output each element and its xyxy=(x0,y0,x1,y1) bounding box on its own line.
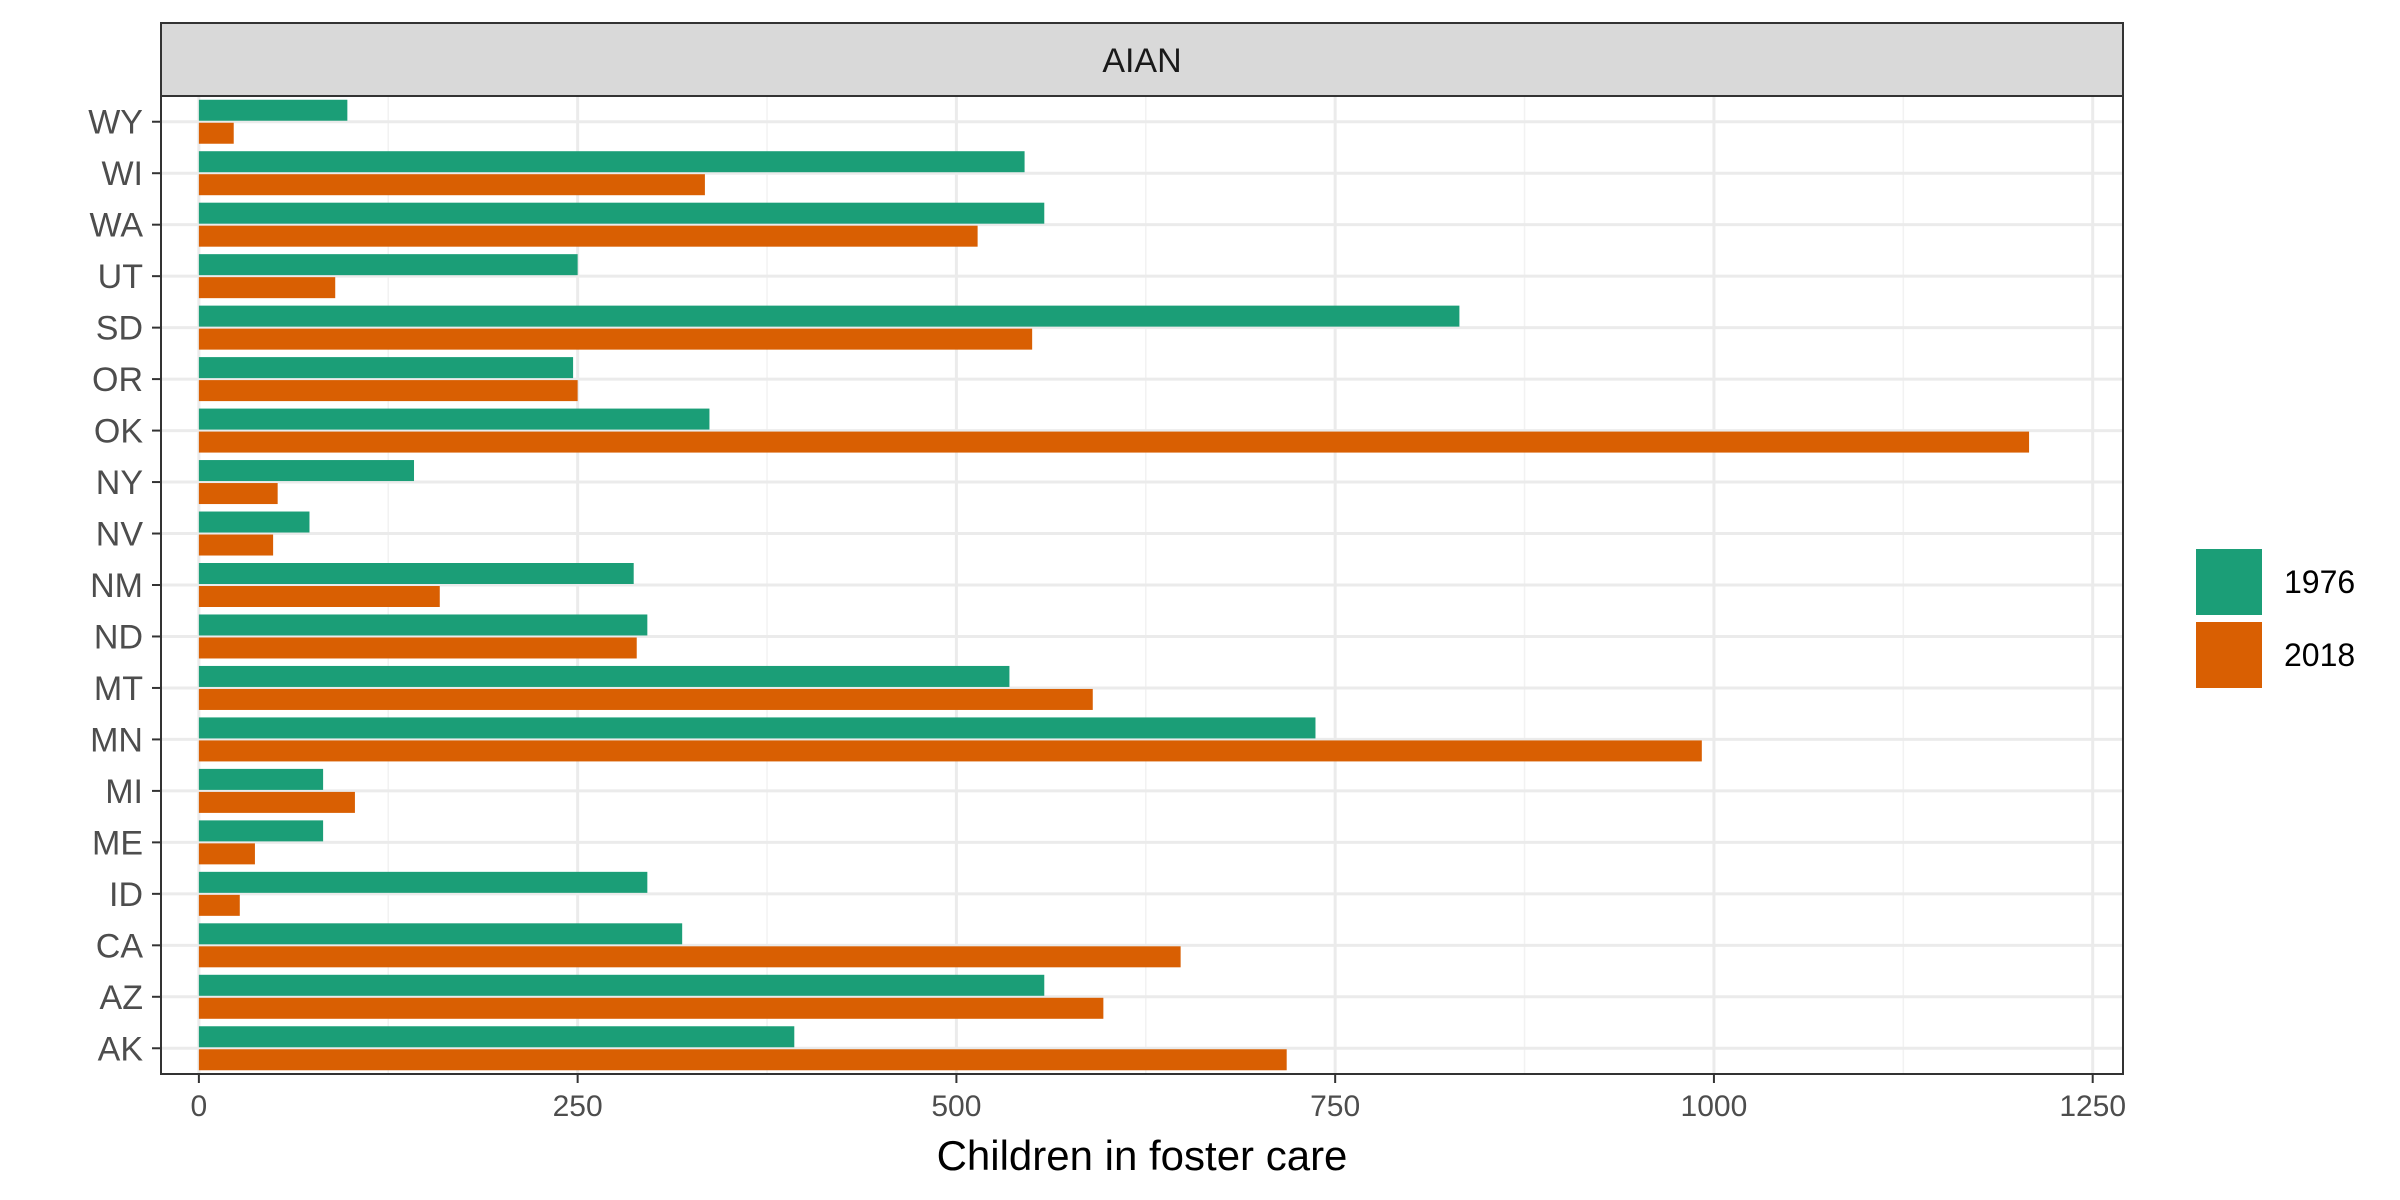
bar-1976-mi xyxy=(198,768,324,790)
bar-1976-or xyxy=(198,357,574,379)
y-tick-label-ut: UT xyxy=(98,258,143,296)
facet-strip-label: AIAN xyxy=(1102,42,1181,80)
bars-group xyxy=(198,99,2030,1071)
y-tick-label-wi: WI xyxy=(101,155,143,193)
bar-1976-nm xyxy=(198,563,634,584)
y-tick-label-mn: MN xyxy=(90,721,143,759)
bar-2018-sd xyxy=(198,328,1033,350)
y-tick-label-ok: OK xyxy=(94,413,143,451)
bar-1976-ok xyxy=(198,408,710,430)
legend-label-2018: 2018 xyxy=(2284,637,2355,673)
major-gridlines xyxy=(161,96,2123,1074)
y-tick-label-ak: AK xyxy=(98,1030,144,1068)
x-axis-title: Children in foster care xyxy=(937,1132,1348,1179)
bar-1976-nv xyxy=(198,511,310,533)
bar-1976-wy xyxy=(198,99,348,121)
bar-1976-az xyxy=(198,974,1045,996)
bar-2018-nv xyxy=(198,534,274,556)
bar-2018-ak xyxy=(198,1049,1287,1071)
y-tick-label-nm: NM xyxy=(90,567,143,605)
y-tick-label-or: OR xyxy=(92,361,143,399)
bar-1976-mn xyxy=(198,717,1316,739)
bar-1976-ny xyxy=(198,460,415,482)
bar-2018-nd xyxy=(198,637,637,659)
bar-2018-az xyxy=(198,997,1104,1019)
x-tick-label-500: 500 xyxy=(931,1090,981,1123)
facet-strip xyxy=(160,22,2124,97)
bar-1976-ca xyxy=(198,923,683,945)
bar-1976-me xyxy=(198,820,324,842)
bar-2018-wy xyxy=(198,122,234,144)
y-tick-label-nv: NV xyxy=(96,516,144,554)
bar-2018-ca xyxy=(198,946,1181,968)
bar-2018-or xyxy=(198,380,578,402)
x-tick-label-1250: 1250 xyxy=(2059,1090,2126,1123)
bar-1976-wi xyxy=(198,151,1025,173)
bar-2018-id xyxy=(198,894,240,916)
y-tick-label-id: ID xyxy=(109,876,143,914)
x-axis: 0 250 500 750 1000 1250 xyxy=(191,1074,2126,1123)
bar-1976-id xyxy=(198,871,648,893)
legend-key-2018 xyxy=(2196,622,2262,688)
bar-2018-ok xyxy=(198,431,2030,453)
legend-label-1976: 1976 xyxy=(2284,564,2355,600)
bar-1976-wa xyxy=(198,202,1045,224)
y-axis: AK AZ CA ID ME MI MN MT ND NM NV NY OK OR SD UT WA WI WY xyxy=(88,104,161,1068)
bar-1976-sd xyxy=(198,305,1460,327)
y-tick-label-ca: CA xyxy=(96,927,144,965)
bar-2018-ut xyxy=(198,277,336,299)
y-tick-label-wa: WA xyxy=(89,207,143,245)
y-tick-label-sd: SD xyxy=(96,310,143,348)
bar-2018-mi xyxy=(198,791,355,813)
y-tick-label-mt: MT xyxy=(94,670,143,708)
bar-2018-me xyxy=(198,843,255,865)
legend-key-1976 xyxy=(2196,549,2262,615)
bar-2018-mt xyxy=(198,688,1093,710)
y-tick-label-wy: WY xyxy=(88,104,143,142)
legend: 1976 2018 xyxy=(2196,549,2355,688)
bar-1976-nd xyxy=(198,614,648,636)
bar-2018-nm xyxy=(198,586,440,607)
bar-2018-mn xyxy=(198,740,1702,762)
bar-1976-ut xyxy=(198,254,578,276)
x-tick-label-750: 750 xyxy=(1310,1090,1360,1123)
y-tick-label-mi: MI xyxy=(105,773,143,811)
x-tick-label-1000: 1000 xyxy=(1681,1090,1748,1123)
y-tick-label-me: ME xyxy=(92,824,143,862)
y-tick-label-az: AZ xyxy=(100,979,143,1017)
y-tick-label-ny: NY xyxy=(96,464,143,502)
x-tick-label-0: 0 xyxy=(191,1090,208,1123)
bar-1976-mt xyxy=(198,665,1010,687)
bar-2018-wa xyxy=(198,225,978,247)
y-tick-label-nd: ND xyxy=(94,618,143,656)
bar-1976-ak xyxy=(198,1026,795,1048)
x-tick-label-250: 250 xyxy=(553,1090,603,1123)
bar-2018-ny xyxy=(198,483,278,505)
bar-2018-wi xyxy=(198,174,705,196)
